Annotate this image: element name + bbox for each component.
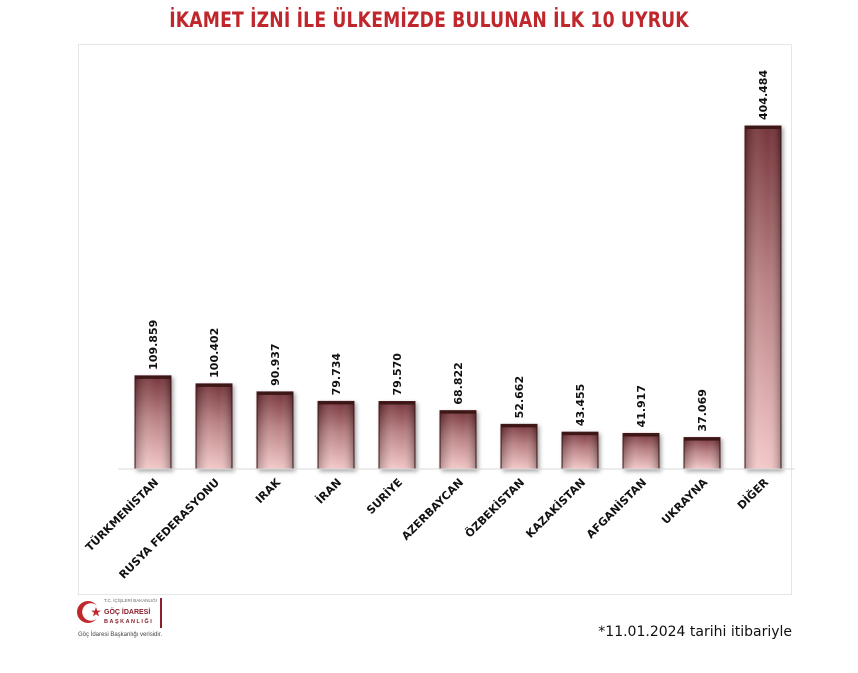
logo-divider (160, 598, 162, 628)
page-title: İKAMET İZNİ İLE ÜLKEMİZDE BULUNAN İLK 10… (169, 8, 689, 32)
category-label-8: AFGANİSTAN (583, 475, 649, 541)
crescent-star-icon (77, 601, 101, 623)
bar-3 (317, 400, 355, 470)
value-label-4: 79.570 (391, 353, 404, 396)
bar-10 (744, 125, 782, 470)
category-label-5: AZERBAYCAN (399, 476, 466, 543)
category-label-4: SURİYE (363, 475, 405, 517)
category-label-3: İRAN (313, 475, 344, 506)
bar-7 (561, 431, 599, 470)
bar-4 (378, 401, 416, 470)
category-label-9: UKRAYNA (659, 476, 710, 527)
logo-name-line1: GÖÇ İDARESİ (104, 609, 151, 616)
category-label-7: KAZAKİSTAN (523, 475, 588, 540)
category-label-10: DİĞER (734, 475, 771, 512)
bar-0 (134, 375, 172, 470)
bar-5 (439, 410, 477, 470)
value-label-2: 90.937 (269, 343, 282, 385)
bar-1 (195, 383, 233, 470)
date-footnote: *11.01.2024 tarihi itibariyle (598, 624, 792, 640)
logo-ministry-text: T.C. İÇİŞLERİ BAKANLIĞI (104, 598, 158, 603)
value-label-9: 37.069 (696, 389, 709, 431)
value-label-7: 43.455 (574, 384, 587, 426)
category-label-1: RUSYA FEDERASYONU (117, 476, 223, 582)
goc-idaresi-logo: T.C. İÇİŞLERİ BAKANLIĞI GÖÇ İDARESİ BAŞK… (76, 596, 186, 642)
logo-caption: Göç İdaresi Başkanlığı verisidir. (78, 632, 163, 638)
value-label-6: 52.662 (513, 376, 526, 418)
bar-9 (683, 437, 721, 470)
chart-frame (78, 44, 792, 595)
value-label-8: 41.917 (635, 385, 648, 427)
value-label-1: 100.402 (208, 328, 221, 378)
value-label-0: 109.859 (147, 320, 160, 370)
value-label-3: 79.734 (330, 353, 343, 396)
category-label-2: IRAK (253, 476, 283, 506)
value-label-10: 404.484 (757, 70, 770, 120)
bar-2 (256, 391, 294, 470)
logo-name-line2: BAŞKANLIĞI (104, 619, 154, 625)
category-label-6: ÖZBEKİSTAN (462, 475, 527, 540)
value-label-5: 68.822 (452, 362, 465, 404)
bar-6 (500, 423, 538, 470)
bar-8 (622, 432, 660, 470)
